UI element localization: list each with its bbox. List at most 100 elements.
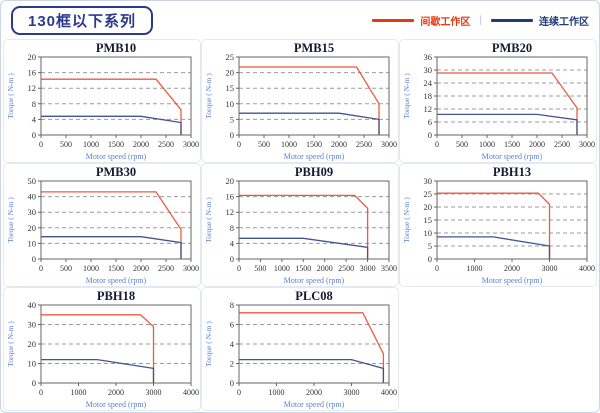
chart-title: PMB30	[96, 165, 136, 179]
y-tick-label: 4	[32, 114, 37, 124]
x-tick-label: 2000	[133, 140, 149, 149]
y-tick-label: 0	[230, 378, 234, 388]
chart-title: PMB20	[492, 41, 532, 55]
y-tick-label: 30	[28, 207, 37, 217]
x-tick-label: 1500	[504, 140, 520, 149]
x-tick-label: 500	[60, 140, 72, 149]
x-tick-label: 0	[435, 264, 439, 273]
y-tick-label: 8	[230, 223, 234, 233]
plot-border	[40, 180, 192, 260]
x-axis-label: Motor speed (rpm)	[482, 152, 543, 161]
x-tick-label: 3000	[579, 140, 595, 149]
chart-title: PBH18	[97, 289, 135, 303]
plot-border	[238, 180, 390, 260]
x-tick-label: 1000	[274, 264, 290, 273]
series-intermittent	[437, 192, 551, 259]
y-tick-label: 50	[28, 176, 37, 186]
y-tick-label: 20	[226, 68, 235, 78]
y-axis-label: Torque ( N-m )	[6, 73, 15, 119]
y-tick-label: 25	[226, 52, 235, 62]
series-continuous	[41, 236, 182, 259]
x-tick-label: 0	[39, 264, 43, 273]
x-axis-label: Motor speed (rpm)	[86, 276, 147, 285]
series-intermittent	[239, 312, 385, 383]
chart-cell-PBH18: PBH18 0 1000 2000 3000 4000 0 10 20 30 40 Motor spe…	[3, 287, 201, 411]
y-axis-label: Torque ( N-m )	[6, 197, 15, 243]
x-tick-label: 0	[237, 140, 241, 149]
x-tick-label: 500	[60, 264, 72, 273]
x-axis-label: Motor speed (rpm)	[86, 152, 147, 161]
x-tick-label: 2000	[317, 264, 333, 273]
series-continuous	[437, 236, 551, 259]
x-tick-label: 3000	[542, 264, 558, 273]
x-tick-label: 0	[237, 388, 241, 397]
x-tick-label: 2000	[331, 140, 347, 149]
x-tick-label: 2000	[504, 264, 520, 273]
chart-cell-PLC08: PLC08 0 1000 2000 3000 4000 0 2 4 6 8 Motor speed (…	[201, 287, 399, 411]
y-tick-label: 40	[28, 192, 37, 202]
y-tick-label: 0	[32, 254, 36, 264]
series-continuous	[41, 115, 182, 135]
y-tick-label: 8	[32, 99, 36, 109]
empty-cell	[399, 287, 597, 411]
y-tick-label: 10	[28, 359, 37, 369]
x-tick-label: 1000	[83, 140, 99, 149]
x-tick-label: 1500	[295, 264, 311, 273]
chart-title: PBH13	[493, 165, 531, 179]
y-tick-label: 12	[424, 104, 433, 114]
x-tick-label: 2000	[133, 264, 149, 273]
y-tick-label: 20	[28, 223, 37, 233]
y-tick-label: 30	[424, 65, 433, 75]
series-continuous	[239, 237, 369, 259]
chart-title: PMB10	[96, 41, 136, 55]
x-tick-label: 500	[258, 140, 270, 149]
series-intermittent	[41, 314, 155, 383]
chart-cell-PBH09: PBH09 0 500 1000 1500 2000 2500 3000 3500 0 4 8 12 16…	[201, 163, 399, 287]
x-axis-label: Motor speed (rpm)	[284, 152, 345, 161]
chart-PMB15: PMB15 0 500 1000 1500 2000 2500 3000 0 5 10 15 20 25 M…	[204, 41, 397, 161]
x-tick-label: 3000	[360, 264, 376, 273]
page-title: 130框以下系列	[11, 5, 154, 35]
x-axis-label: Motor speed (rpm)	[284, 276, 345, 285]
chart-title: PBH09	[295, 165, 333, 179]
intermittent-line-icon	[372, 18, 415, 22]
y-axis-label: Torque ( N-m )	[204, 197, 213, 243]
y-tick-label: 0	[230, 130, 234, 140]
chart-PBH18: PBH18 0 1000 2000 3000 4000 0 10 20 30 40 Motor spe…	[6, 289, 199, 409]
x-tick-label: 3000	[344, 388, 360, 397]
x-tick-label: 1000	[83, 264, 99, 273]
x-tick-label: 0	[237, 264, 241, 273]
chart-PMB10: PMB10 0 500 1000 1500 2000 2500 3000 0 4 8 12 16 20 Mo…	[6, 41, 199, 161]
y-tick-label: 30	[28, 320, 37, 330]
x-tick-label: 500	[254, 264, 266, 273]
x-tick-label: 3000	[146, 388, 162, 397]
y-tick-label: 5	[230, 114, 234, 124]
charts-grid: PMB10 0 500 1000 1500 2000 2500 3000 0 4 8 12 16 20 Mo…	[1, 39, 599, 412]
x-axis-label: Motor speed (rpm)	[86, 400, 147, 409]
x-tick-label: 1000	[71, 388, 87, 397]
page-header: 130框以下系列 间歇工作区 | 连续工作区	[1, 1, 599, 39]
chart-cell-PMB30: PMB30 0 500 1000 1500 2000 2500 3000 0 10 20 30 40 50…	[3, 163, 201, 287]
chart-PBH09: PBH09 0 500 1000 1500 2000 2500 3000 3500 0 4 8 12 16…	[204, 165, 397, 285]
y-tick-label: 20	[28, 339, 37, 349]
series-intermittent	[239, 194, 369, 259]
x-tick-label: 1500	[108, 140, 124, 149]
chart-PLC08: PLC08 0 1000 2000 3000 4000 0 2 4 6 8 Motor speed (…	[204, 289, 397, 409]
y-tick-label: 12	[226, 207, 235, 217]
y-tick-label: 6	[428, 117, 432, 127]
legend: 间歇工作区 | 连续工作区	[372, 13, 589, 28]
series-continuous	[239, 358, 385, 383]
x-tick-label: 1000	[479, 140, 495, 149]
y-axis-label: Torque ( N-m )	[6, 321, 15, 367]
x-tick-label: 2500	[158, 264, 174, 273]
y-tick-label: 0	[428, 130, 432, 140]
y-tick-label: 18	[424, 91, 433, 101]
y-axis-label: Torque ( N-m )	[204, 73, 213, 119]
chart-cell-PMB15: PMB15 0 500 1000 1500 2000 2500 3000 0 5 10 15 20 25 M…	[201, 39, 399, 163]
series-continuous	[41, 358, 155, 383]
series-continuous	[437, 113, 578, 135]
x-tick-label: 2500	[158, 140, 174, 149]
x-tick-label: 4000	[381, 388, 397, 397]
y-tick-label: 10	[424, 228, 433, 238]
